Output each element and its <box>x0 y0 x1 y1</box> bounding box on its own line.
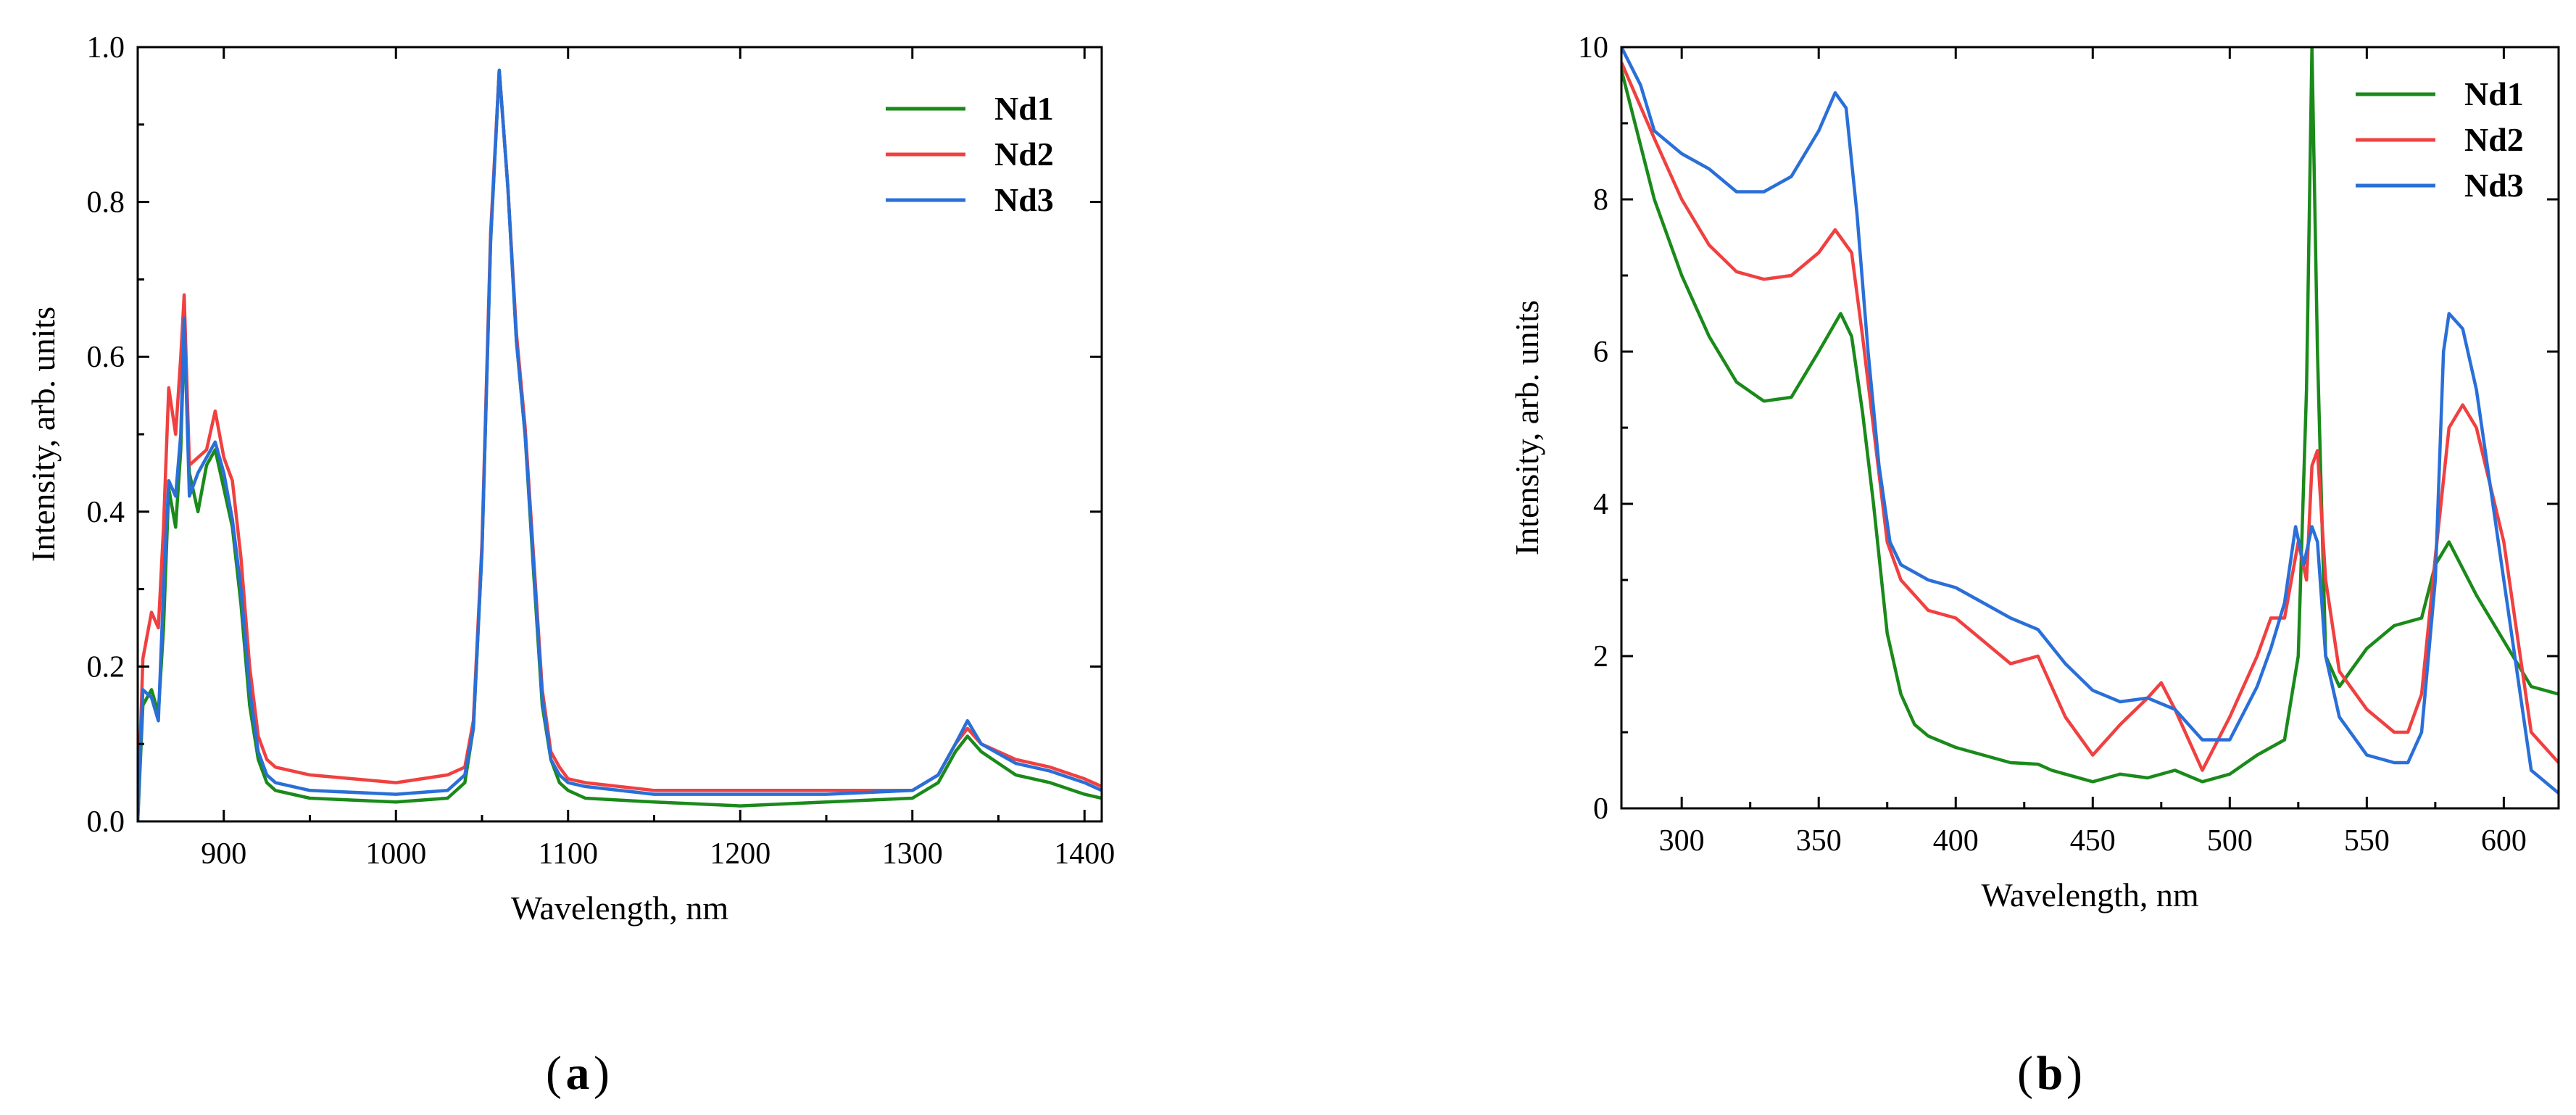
panel-a-label: a <box>566 1047 590 1100</box>
chart-b: 300 350 400 450 500 550 600 0 2 4 6 8 10 Wavelength, … <box>1508 31 2560 913</box>
chart-b-xtick-label: 550 <box>2344 824 2390 858</box>
chart-a-xlabel: Wavelength, nm <box>511 890 729 927</box>
panel-a-label-close: ) <box>594 1047 610 1100</box>
chart-a-ytick-label: 0.0 <box>87 805 125 839</box>
chart-b-ytick-label: 0 <box>1593 792 1608 826</box>
chart-b-ytick-label: 8 <box>1593 183 1608 217</box>
chart-a-ytick-label: 0.4 <box>87 496 125 529</box>
panel-b-label-open: ( <box>2017 1047 2033 1100</box>
chart-a-ytick-label: 1.0 <box>87 31 125 65</box>
panel-a-label-open: ( <box>546 1047 562 1100</box>
chart-b-legend-label-nd1: Nd1 <box>2464 75 2524 112</box>
chart-b-legend-label-nd2: Nd2 <box>2464 121 2524 158</box>
chart-a-xtick-label: 1000 <box>365 837 426 871</box>
chart-a-ytick-label: 0.8 <box>87 186 125 220</box>
chart-b-xtick-label: 350 <box>1796 824 1842 858</box>
chart-b-series-nd3 <box>1621 47 2559 795</box>
chart-a-legend-label-nd3: Nd3 <box>994 181 1054 218</box>
chart-b-ytick-label: 6 <box>1593 336 1608 369</box>
chart-b-xtick-label: 500 <box>2207 824 2253 858</box>
chart-a-xtick-label: 1200 <box>710 837 770 871</box>
chart-a-xtick-label: 1400 <box>1054 837 1115 871</box>
chart-a-series-group <box>138 68 1102 821</box>
chart-a-xtick-label: 900 <box>201 837 246 871</box>
chart-b-series-nd1 <box>1621 47 2559 784</box>
chart-a-ylabel: Intensity, arb. units <box>25 307 62 562</box>
chart-b-ytick-label: 2 <box>1593 640 1608 673</box>
chart-a-xtick-label: 1100 <box>539 837 598 871</box>
chart-b-xtick-label: 400 <box>1933 824 1979 858</box>
chart-a: 900 1000 1100 1200 1300 1400 0.0 0.2 0.4 0.6 0.8 1.… <box>25 31 1115 927</box>
chart-a-ytick-label: 0.2 <box>87 650 125 684</box>
chart-b-xtick-label: 600 <box>2481 824 2527 858</box>
chart-b-legend-label-nd3: Nd3 <box>2464 167 2524 204</box>
panel-b-label: b <box>2037 1047 2064 1100</box>
chart-a-ytick-label: 0.6 <box>87 341 125 374</box>
chart-b-ylabel: Intensity, arb. units <box>1508 300 1545 555</box>
chart-b-xtick-label: 450 <box>2070 824 2116 858</box>
chart-b-series-group <box>1621 47 2559 795</box>
chart-a-xtick-label: 1300 <box>882 837 943 871</box>
chart-b-xtick-label: 300 <box>1659 824 1705 858</box>
chart-a-series-nd3 <box>138 68 1102 821</box>
chart-a-legend-label-nd1: Nd1 <box>994 90 1054 127</box>
chart-b-xlabel: Wavelength, nm <box>1981 876 2199 913</box>
chart-a-legend-label-nd2: Nd2 <box>994 136 1054 173</box>
chart-b-ytick-label: 4 <box>1593 488 1608 521</box>
chart-b-ytick-label: 10 <box>1578 31 1608 65</box>
panel-b-label-close: ) <box>2066 1047 2082 1100</box>
